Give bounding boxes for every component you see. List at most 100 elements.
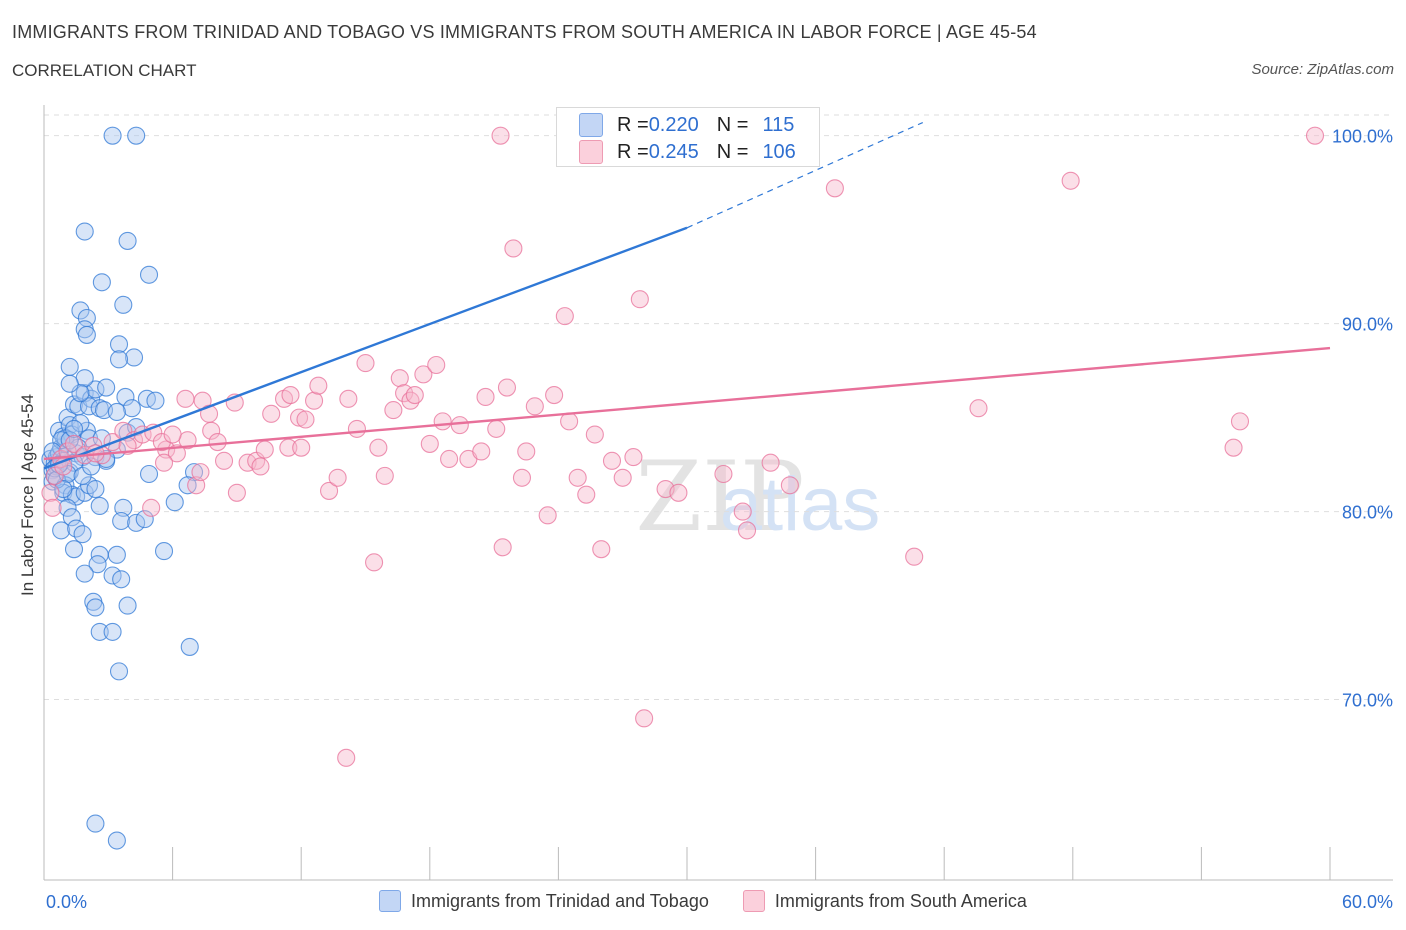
south-america-point xyxy=(176,389,195,408)
south-america-point xyxy=(227,483,246,502)
stats-legend: R = 0.220 N = 115 R = 0.245 N = 106 xyxy=(556,107,820,167)
trinidad-point xyxy=(75,222,94,241)
trinidad-point xyxy=(109,350,129,369)
south-america-point xyxy=(279,438,298,457)
trinidad-point xyxy=(88,555,107,574)
south-america-point xyxy=(163,425,182,444)
trinidad-point xyxy=(60,357,79,376)
trinidad-point xyxy=(139,464,159,484)
trinidad-point xyxy=(165,493,184,512)
south-america-point xyxy=(142,498,161,517)
trinidad-point xyxy=(146,391,165,410)
trinidad-point xyxy=(112,511,131,531)
tick-labels: 70.0% 80.0% 90.0% 100.0% 0.0% 60.0% xyxy=(46,127,1393,912)
trinidad-point xyxy=(107,402,126,422)
south-america-point xyxy=(292,438,311,457)
trinidad-point xyxy=(64,419,84,438)
trinidad-point xyxy=(86,479,105,499)
south-america-point xyxy=(255,440,274,459)
trend-lines xyxy=(43,121,1331,470)
chart-subtitle: CORRELATION CHART xyxy=(12,61,197,80)
south-america-point xyxy=(504,239,523,258)
south-america-point xyxy=(545,386,564,405)
trinidad-point xyxy=(139,265,159,284)
r-value: 0.220 xyxy=(648,113,699,136)
stats-row-trinidad: R = 0.220 N = 115 xyxy=(579,113,794,137)
south-america-point xyxy=(43,498,62,517)
south-america-point xyxy=(440,449,459,469)
trinidad-point xyxy=(118,596,137,615)
legend-item-trinidad[interactable]: Immigrants from Trinidad and Tobago xyxy=(379,890,709,912)
trinidad-point xyxy=(90,622,109,641)
south-america-point xyxy=(305,391,324,410)
south-america-point xyxy=(568,468,587,487)
data-points xyxy=(41,126,1325,850)
series-legend: Immigrants from Trinidad and Tobago Immi… xyxy=(0,890,1406,912)
legend-item-south-america[interactable]: Immigrants from South America xyxy=(742,890,1027,912)
trinidad-point xyxy=(116,387,135,406)
r-label: R = xyxy=(617,140,649,163)
trinidad-point xyxy=(112,570,131,589)
south-america-point xyxy=(577,485,596,504)
trinidad-point xyxy=(184,463,204,482)
south-america-point xyxy=(517,442,536,461)
n-label: N = xyxy=(716,113,749,136)
trinidad-point xyxy=(127,126,146,145)
south-america-point xyxy=(375,466,394,485)
n-value: 106 xyxy=(762,140,796,163)
trinidad-point xyxy=(107,831,126,850)
trinidad-point xyxy=(86,814,105,833)
south-america-point xyxy=(433,412,452,431)
south-america-point xyxy=(290,408,309,427)
south-america-point xyxy=(1224,438,1243,457)
south-america-point xyxy=(405,386,424,405)
south-america-point xyxy=(191,463,210,482)
trinidad-point xyxy=(92,273,111,292)
south-america-point xyxy=(493,538,512,557)
n-value: 115 xyxy=(762,113,795,136)
south-america-point xyxy=(347,419,366,438)
south-america-point xyxy=(154,453,174,472)
south-america-point xyxy=(309,376,328,395)
trinidad-point xyxy=(109,335,129,354)
axes xyxy=(43,105,1393,881)
south-america-point xyxy=(369,438,388,457)
trinidad-point xyxy=(62,508,81,527)
south-america-point xyxy=(1305,126,1325,145)
south-america-point xyxy=(624,448,643,467)
south-america-point xyxy=(1230,412,1250,431)
trinidad-point xyxy=(180,637,199,656)
south-america-point xyxy=(281,386,300,405)
trinidad-point xyxy=(114,295,133,314)
y-tick-label: 100.0% xyxy=(1332,127,1393,147)
south-america-point xyxy=(472,442,491,461)
trinidad-point xyxy=(75,369,94,388)
south-america-point xyxy=(560,412,579,431)
x-tick-label: 0.0% xyxy=(46,892,87,912)
trinidad-point xyxy=(60,374,79,393)
y-tick-label: 80.0% xyxy=(1342,503,1393,523)
chart-title: IMMIGRANTS FROM TRINIDAD AND TOBAGO VS I… xyxy=(12,22,1037,42)
south-america-point xyxy=(737,521,757,540)
south-america-point xyxy=(487,419,506,438)
south-america-point xyxy=(555,307,574,326)
trinidad-point xyxy=(97,378,116,397)
south-america-point xyxy=(476,387,495,406)
trinidad-point xyxy=(58,498,77,517)
trinidad-point xyxy=(114,498,133,517)
south-america-point xyxy=(450,416,469,435)
trinidad-point xyxy=(75,564,94,583)
south-america-point xyxy=(635,709,654,728)
trinidad-point xyxy=(109,662,129,681)
south-america-point xyxy=(491,126,510,145)
y-tick-label: 90.0% xyxy=(1342,315,1393,335)
trinidad-trend-line xyxy=(43,226,688,470)
trinidad-point xyxy=(118,231,137,250)
y-tick-label: 70.0% xyxy=(1342,691,1393,711)
legend-label: Immigrants from Trinidad and Tobago xyxy=(411,890,709,911)
trinidad-point xyxy=(122,399,141,418)
blue-swatch-icon xyxy=(579,113,603,137)
south-america-point xyxy=(356,354,375,373)
trinidad-point xyxy=(135,510,154,529)
